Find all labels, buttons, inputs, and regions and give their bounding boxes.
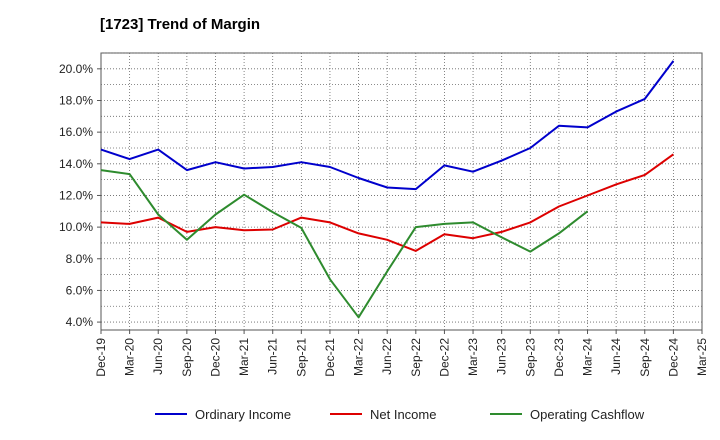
series-line-ordinary-income <box>100 60 675 191</box>
y-tick-label: 10.0% <box>59 220 93 234</box>
y-tick-label: 18.0% <box>59 93 93 107</box>
x-tick-label: Sep-22 <box>409 338 423 377</box>
y-tick-label: 14.0% <box>59 157 93 171</box>
x-tick-label: Mar-21 <box>237 338 251 376</box>
x-tick-label: Mar-20 <box>123 338 137 376</box>
x-tick-label: Mar-23 <box>466 338 480 376</box>
x-tick-label: Jun-20 <box>151 338 165 375</box>
y-tick-label: 6.0% <box>66 283 94 297</box>
chart-title: [1723] Trend of Margin <box>100 16 261 33</box>
legend-label: Ordinary Income <box>195 407 291 422</box>
y-tick-label: 16.0% <box>59 125 93 139</box>
x-tick-label: Mar-24 <box>581 338 595 376</box>
x-tick-label: Dec-21 <box>323 338 337 377</box>
y-tick-label: 8.0% <box>66 252 94 266</box>
x-tick-label: Jun-24 <box>609 338 623 375</box>
x-tick-label: Dec-23 <box>552 338 566 377</box>
x-tick-label: Dec-19 <box>94 338 108 377</box>
x-tick-label: Jun-21 <box>266 338 280 375</box>
x-tick-label: Dec-22 <box>437 338 451 377</box>
x-tick-label: Jun-22 <box>380 338 394 375</box>
x-tick-label: Sep-24 <box>638 338 652 377</box>
x-tick-label: Dec-24 <box>666 338 680 377</box>
y-tick-label: 4.0% <box>66 315 94 329</box>
plot-area <box>100 52 703 331</box>
x-tick-label: Sep-20 <box>180 338 194 377</box>
x-tick-label: Jun-23 <box>495 338 509 375</box>
x-tick-label: Sep-21 <box>294 338 308 377</box>
x-tick-label: Sep-23 <box>523 338 537 377</box>
legend-label: Operating Cashflow <box>530 407 645 422</box>
x-tick-label: Mar-22 <box>352 338 366 376</box>
x-tick-label: Mar-25 <box>695 338 709 376</box>
series-line-operating-cashflow <box>100 169 589 319</box>
y-tick-label: 20.0% <box>59 62 93 76</box>
x-tick-label: Dec-20 <box>208 338 222 377</box>
y-tick-label: 12.0% <box>59 188 93 202</box>
legend-label: Net Income <box>370 407 436 422</box>
